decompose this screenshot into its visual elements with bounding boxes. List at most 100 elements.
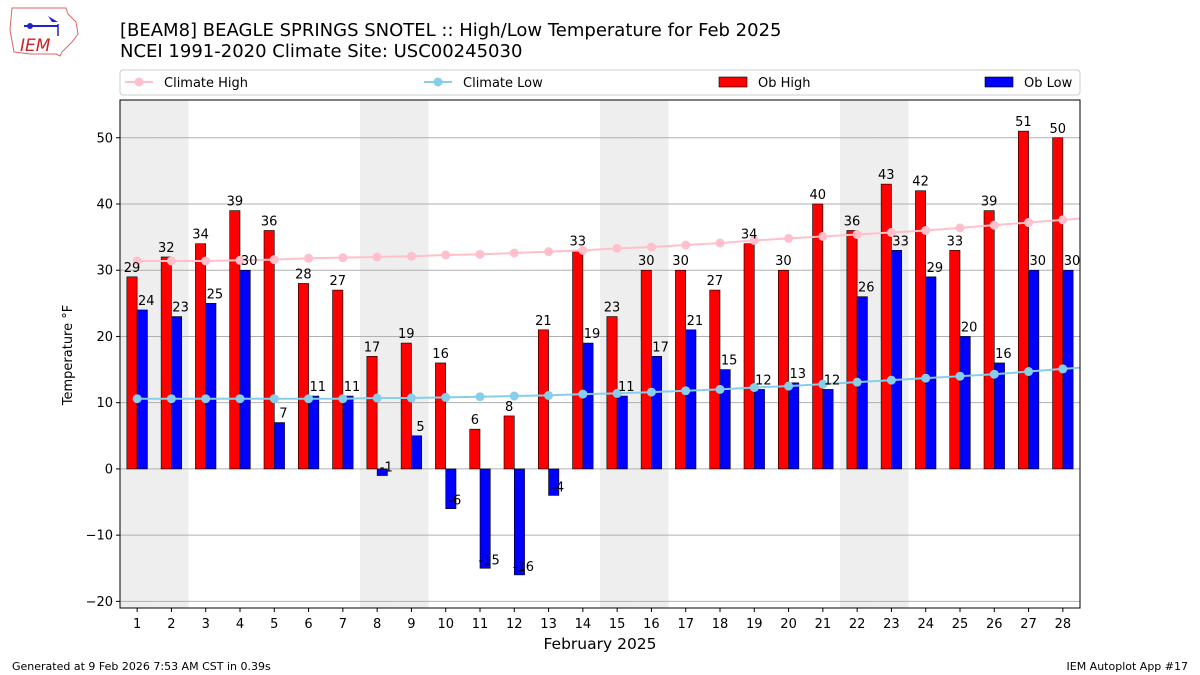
ob-low-bar bbox=[171, 316, 183, 470]
climate-low-point bbox=[681, 386, 691, 396]
ob-high-label: 30 bbox=[638, 254, 655, 269]
ob-high-label: 40 bbox=[809, 188, 826, 203]
climate-high-point bbox=[372, 252, 382, 262]
x-tick-label: 18 bbox=[712, 617, 729, 632]
x-tick-label: 25 bbox=[952, 617, 969, 632]
ob-high-label: 39 bbox=[227, 195, 244, 210]
ob-high-bar bbox=[195, 243, 207, 470]
x-tick-label: 11 bbox=[472, 617, 489, 632]
plot-frame bbox=[119, 99, 1081, 609]
ob-high-bar bbox=[263, 230, 275, 470]
climate-low-point bbox=[269, 394, 279, 404]
ob-low-bar bbox=[822, 389, 834, 470]
y-tick-label: 40 bbox=[96, 197, 113, 212]
climate-high-point bbox=[475, 249, 485, 259]
ob-high-label: 33 bbox=[569, 234, 586, 249]
climate-high-point bbox=[578, 245, 588, 255]
ob-low-label: 26 bbox=[858, 281, 875, 296]
climate-low-point bbox=[441, 392, 451, 402]
y-tick-label: 50 bbox=[96, 131, 113, 146]
x-tick-label: 16 bbox=[643, 617, 660, 632]
ob-high-bar bbox=[400, 342, 412, 470]
ob-high-label: 32 bbox=[158, 241, 175, 256]
climate-high-point bbox=[886, 227, 896, 237]
climate-high-point bbox=[509, 248, 519, 258]
x-tick-label: 8 bbox=[373, 617, 381, 632]
ob-high-bar bbox=[332, 289, 344, 470]
ob-high-label: 28 bbox=[295, 267, 312, 282]
ob-high-bar bbox=[229, 210, 241, 470]
ob-high-bar bbox=[503, 415, 515, 470]
ob-low-bar bbox=[548, 468, 560, 496]
ob-low-label: -6 bbox=[448, 494, 461, 509]
y-tick-label: −20 bbox=[86, 595, 113, 610]
x-tick-label: 19 bbox=[746, 617, 763, 632]
legend-bar-swatch bbox=[718, 76, 748, 88]
ob-low-label: 11 bbox=[618, 380, 635, 395]
ob-high-label: 21 bbox=[535, 314, 552, 329]
climate-high-point bbox=[749, 235, 759, 245]
climate-low-point bbox=[921, 373, 931, 383]
ob-low-bar bbox=[993, 362, 1005, 470]
climate-low-point bbox=[886, 375, 896, 385]
x-tick-label: 12 bbox=[506, 617, 523, 632]
x-tick-label: 1 bbox=[133, 617, 141, 632]
ob-high-label: 30 bbox=[775, 254, 792, 269]
x-tick-label: 17 bbox=[677, 617, 694, 632]
x-tick-label: 3 bbox=[202, 617, 210, 632]
climate-high-point bbox=[166, 256, 176, 266]
x-tick-label: 28 bbox=[1055, 617, 1072, 632]
ob-high-label: 33 bbox=[947, 234, 964, 249]
climate-high-point bbox=[544, 247, 554, 257]
x-tick-label: 5 bbox=[270, 617, 278, 632]
ob-low-bar bbox=[308, 395, 320, 470]
ob-high-label: 50 bbox=[1049, 122, 1066, 137]
ob-low-label: -4 bbox=[551, 480, 564, 495]
ob-low-label: 21 bbox=[687, 314, 704, 329]
climate-low-point bbox=[852, 377, 862, 387]
climate-high-point bbox=[818, 231, 828, 241]
ob-high-label: 19 bbox=[398, 327, 415, 342]
ob-high-label: 16 bbox=[432, 347, 449, 362]
legend: Climate High Climate Low Ob High Ob Low bbox=[119, 69, 1081, 96]
legend-label: Ob Low bbox=[1024, 76, 1073, 91]
ob-high-label: 23 bbox=[604, 301, 621, 316]
ob-low-label: 11 bbox=[344, 380, 361, 395]
ob-high-bar bbox=[812, 203, 824, 470]
ob-low-bar bbox=[959, 336, 971, 470]
y-tick-label: 30 bbox=[96, 264, 113, 279]
chart-title: [BEAM8] BEAGLE SPRINGS SNOTEL :: High/Lo… bbox=[120, 20, 781, 41]
ob-high-bar bbox=[572, 250, 584, 470]
climate-high-point bbox=[406, 251, 416, 261]
climate-high-point bbox=[304, 253, 314, 263]
ob-low-bar bbox=[616, 395, 628, 470]
ob-high-label: 29 bbox=[124, 261, 141, 276]
ob-high-bar bbox=[469, 428, 481, 470]
climate-low-point bbox=[544, 390, 554, 400]
ob-high-bar bbox=[160, 256, 172, 470]
ob-high-label: 42 bbox=[912, 175, 929, 190]
ob-low-label: -15 bbox=[479, 553, 500, 568]
legend-label: Ob High bbox=[758, 76, 811, 91]
x-tick-label: 2 bbox=[167, 617, 175, 632]
climate-low-point bbox=[1058, 364, 1068, 374]
logo-text: IEM bbox=[20, 36, 51, 56]
ob-low-label: 12 bbox=[824, 373, 841, 388]
x-tick-label: 14 bbox=[575, 617, 592, 632]
climate-low-point bbox=[578, 389, 588, 399]
climate-low-point bbox=[235, 394, 245, 404]
ob-low-bar bbox=[273, 422, 285, 470]
ob-low-label: 11 bbox=[309, 380, 326, 395]
ob-high-label: 51 bbox=[1015, 115, 1032, 130]
climate-low-point bbox=[372, 393, 382, 403]
ob-low-bar bbox=[205, 303, 217, 470]
ob-high-label: 34 bbox=[741, 228, 758, 243]
x-tick-label: 9 bbox=[407, 617, 415, 632]
ob-low-bar bbox=[685, 329, 697, 470]
ob-low-label: 25 bbox=[207, 287, 224, 302]
climate-low-point bbox=[304, 394, 314, 404]
x-tick-label: 27 bbox=[1020, 617, 1037, 632]
ob-high-bar bbox=[709, 289, 721, 470]
ob-low-label: 20 bbox=[961, 320, 978, 335]
